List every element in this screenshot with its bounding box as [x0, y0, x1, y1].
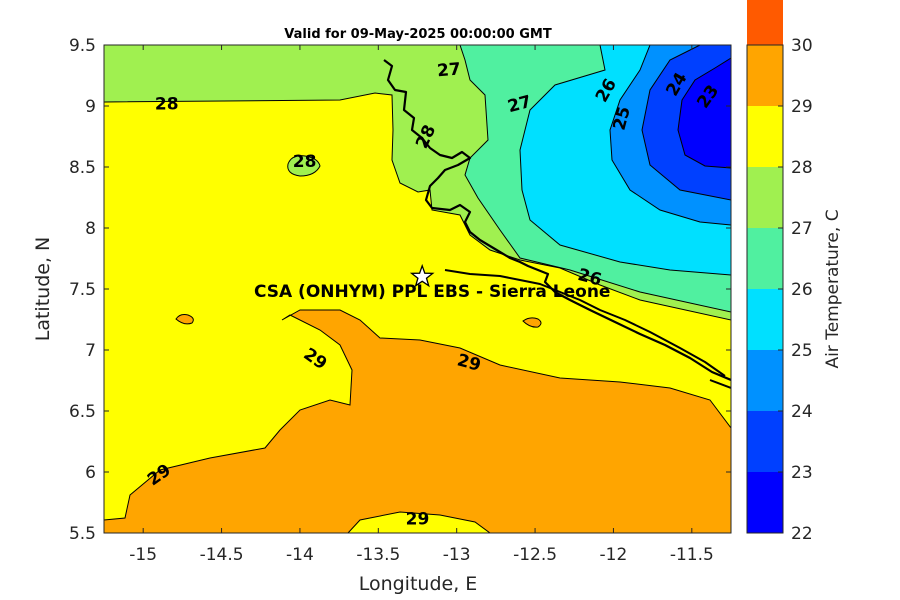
y-tick-label: 8.5 [69, 158, 96, 178]
colorbar-swatch [747, 289, 783, 350]
colorbar-swatch [747, 106, 783, 167]
x-tick-label: -14 [286, 545, 314, 565]
y-tick-label: 7.5 [69, 280, 96, 300]
chart-title: Valid for 09-May-2025 00:00:00 GMT [284, 27, 552, 42]
x-axis-ticks: -15 -14.5 -14 -13.5 -13 -12.5 -12 -11.5 [129, 45, 714, 565]
y-axis-label: Latitude, N [32, 237, 54, 342]
colorbar-tick-label: 27 [791, 219, 813, 239]
colorbar-tick-label: 29 [791, 97, 813, 117]
y-tick-label: 9.5 [69, 36, 96, 56]
colorbar-tick-label: 26 [791, 280, 813, 300]
fill-patch-28 [287, 155, 321, 177]
x-tick-label: -14.5 [200, 545, 244, 565]
colorbar-swatch [747, 411, 783, 472]
colorbar-tick-label: 23 [791, 463, 813, 483]
filled-contours [104, 45, 731, 533]
x-tick-label: -12.5 [513, 545, 557, 565]
contour-label: 28 [293, 152, 317, 172]
colorbar-tick-label: 30 [791, 36, 813, 56]
coastline-islands [444, 269, 731, 389]
colorbar: 22 23 24 25 26 27 28 29 30 [746, 0, 813, 544]
contour-label: 29 [406, 509, 430, 529]
colorbar-swatch [747, 45, 783, 106]
colorbar-swatch [747, 350, 783, 411]
colorbar-label: Air Temperature, C [823, 209, 843, 368]
colorbar-swatch [747, 472, 783, 533]
y-tick-label: 8 [85, 219, 96, 239]
fill-22-23 [677, 57, 731, 169]
x-axis-label: Longitude, E [359, 573, 478, 595]
coastline [383, 59, 731, 382]
contour-label: 28 [155, 95, 179, 115]
x-tick-label: -13.5 [356, 545, 400, 565]
contour-label: 27 [436, 59, 461, 81]
y-tick-label: 5.5 [69, 524, 96, 544]
y-tick-label: 6.5 [69, 402, 96, 422]
fill-patch-28-south [347, 511, 491, 533]
colorbar-tick-label: 25 [791, 341, 813, 361]
colorbar-swatch [747, 167, 783, 228]
x-tick-label: -12 [600, 545, 628, 565]
y-tick-label: 9 [85, 97, 96, 117]
fill-patch-29a [175, 314, 194, 325]
site-star-icon [409, 263, 435, 288]
y-axis-ticks: 5.5 6 6.5 7 7.5 8 8.5 9 9.5 [69, 36, 731, 544]
colorbar-tick-label: 22 [791, 524, 813, 544]
fill-29-30 [104, 309, 731, 533]
x-tick-label: -13 [443, 545, 471, 565]
x-tick-label: -11.5 [670, 545, 714, 565]
colorbar-tick-label: 24 [791, 402, 813, 422]
colorbar-swatch [747, 228, 783, 289]
x-tick-label: -15 [129, 545, 157, 565]
colorbar-swatch [747, 0, 783, 45]
y-tick-label: 6 [85, 463, 96, 483]
fill-patch-29b [522, 317, 542, 328]
site-label: CSA (ONHYM) PPL EBS - Sierra Leone [254, 282, 611, 302]
y-tick-label: 7 [85, 341, 96, 361]
colorbar-tick-label: 28 [791, 158, 813, 178]
